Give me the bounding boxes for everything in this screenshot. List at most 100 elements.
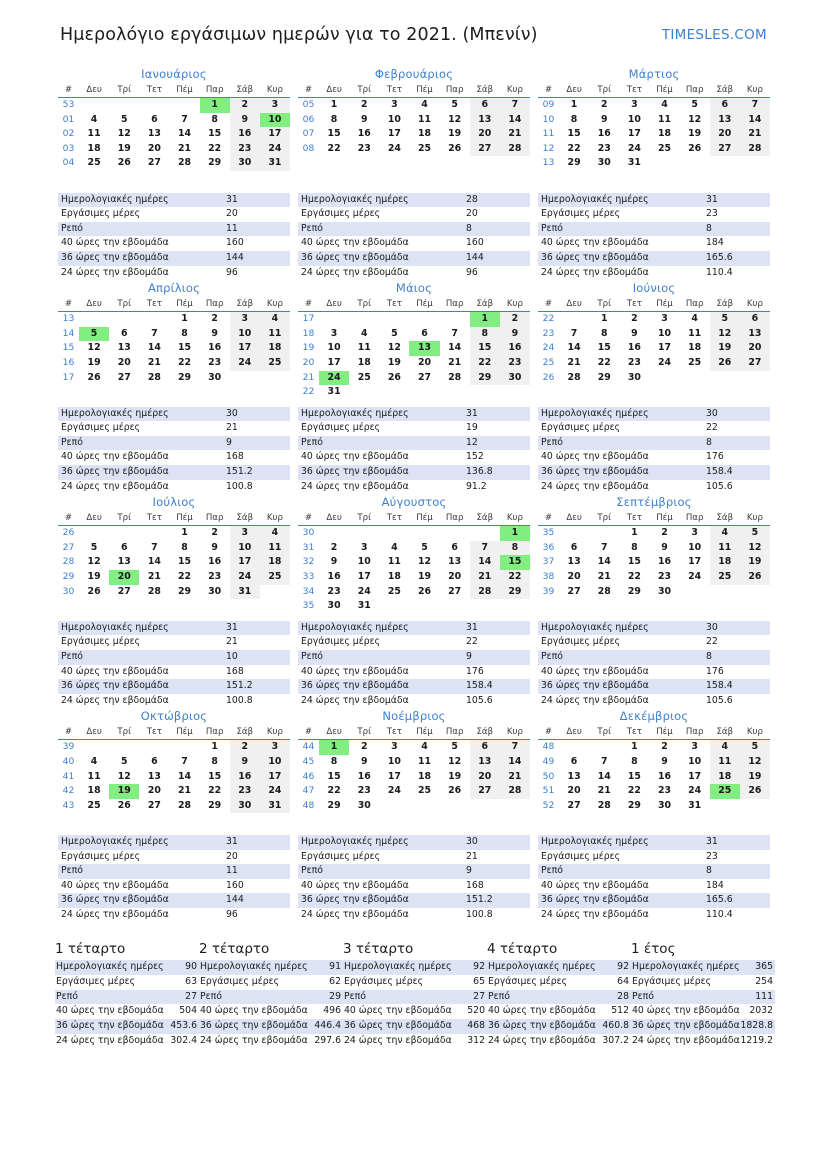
calendar-day-cell[interactable]: 30	[327, 600, 341, 612]
calendar-day-cell[interactable]: 8	[211, 113, 218, 125]
calendar-day-cell[interactable]: 27	[567, 799, 581, 811]
calendar-day-cell[interactable]: 26	[87, 371, 101, 383]
calendar-day-cell[interactable]: 5	[421, 541, 428, 553]
calendar-day-cell[interactable]: 13	[739, 326, 770, 342]
calendar-day-cell[interactable]: 31	[229, 584, 260, 600]
calendar-day-cell[interactable]: 1	[181, 313, 188, 325]
calendar-day-cell[interactable]: 3	[360, 541, 368, 553]
calendar-day-cell[interactable]: 2	[499, 311, 530, 327]
calendar-day-cell[interactable]: 16	[657, 556, 672, 568]
calendar-day-cell[interactable]: 25	[387, 585, 401, 597]
calendar-day-cell[interactable]: 24	[627, 142, 641, 154]
calendar-day-cell[interactable]: 12	[87, 556, 101, 568]
calendar-day-cell[interactable]: 9	[229, 112, 260, 128]
calendar-day-cell[interactable]: 25	[87, 799, 101, 811]
calendar-day-cell[interactable]: 24	[259, 141, 290, 157]
calendar-day-cell[interactable]: 25	[87, 157, 101, 169]
calendar-day-cell[interactable]: 20	[469, 127, 500, 142]
calendar-day-cell[interactable]: 9	[360, 755, 368, 767]
calendar-day-cell[interactable]: 30	[657, 799, 672, 811]
calendar-day-cell[interactable]: 7	[469, 540, 500, 556]
calendar-day-cell[interactable]: 19	[739, 769, 770, 785]
calendar-day-cell[interactable]: 6	[709, 97, 740, 113]
calendar-day-cell[interactable]: 18	[709, 769, 740, 785]
calendar-day-cell[interactable]: 18	[417, 128, 432, 140]
calendar-day-cell[interactable]: 6	[151, 755, 158, 767]
calendar-day-cell[interactable]: 23	[357, 785, 371, 797]
calendar-day-cell[interactable]: 1	[199, 97, 230, 113]
calendar-day-cell[interactable]: 21	[739, 127, 770, 142]
calendar-day-cell[interactable]: 22	[327, 785, 341, 797]
calendar-day-cell[interactable]: 20	[147, 142, 161, 154]
calendar-day-cell[interactable]: 27	[448, 585, 462, 597]
calendar-day-cell[interactable]: 9	[631, 327, 638, 339]
calendar-day-cell[interactable]: 19	[688, 128, 702, 140]
calendar-day-cell[interactable]: 10	[259, 754, 290, 770]
calendar-day-cell[interactable]: 7	[600, 541, 608, 553]
calendar-day-cell[interactable]: 8	[570, 113, 578, 125]
calendar-day-cell[interactable]: 12	[709, 326, 740, 342]
calendar-day-cell[interactable]: 4	[691, 313, 698, 325]
calendar-day-cell[interactable]: 8	[211, 755, 218, 767]
calendar-day-cell[interactable]: 4	[661, 99, 668, 110]
calendar-day-cell[interactable]: 8	[499, 540, 530, 556]
calendar-day-cell[interactable]: 22	[208, 785, 222, 797]
calendar-day-cell[interactable]: 20	[709, 127, 740, 142]
calendar-day-cell[interactable]: 29	[627, 585, 641, 597]
calendar-day-cell[interactable]: 28	[469, 584, 500, 600]
calendar-day-cell[interactable]: 21	[597, 571, 611, 583]
calendar-day-cell[interactable]: 2	[330, 541, 338, 553]
calendar-day-cell[interactable]: 2	[661, 741, 668, 753]
calendar-day-cell[interactable]: 17	[357, 571, 371, 583]
calendar-day-cell[interactable]: 26	[87, 585, 101, 597]
calendar-day-cell[interactable]: 16	[208, 342, 222, 354]
calendar-day-cell[interactable]: 4	[709, 739, 740, 755]
calendar-day-cell[interactable]: 19	[709, 341, 740, 356]
calendar-day-cell[interactable]: 1	[319, 739, 350, 755]
calendar-day-cell[interactable]: 5	[120, 113, 128, 125]
calendar-day-cell[interactable]: 15	[567, 128, 581, 140]
calendar-day-cell[interactable]: 2	[661, 527, 668, 539]
calendar-day-cell[interactable]: 23	[229, 141, 260, 157]
calendar-day-cell[interactable]: 15	[627, 556, 641, 568]
calendar-day-cell[interactable]: 5	[391, 327, 398, 339]
calendar-day-cell[interactable]: 2	[600, 99, 608, 110]
calendar-day-cell[interactable]: 16	[327, 571, 341, 583]
calendar-day-cell[interactable]: 29	[177, 371, 192, 383]
calendar-day-cell[interactable]: 9	[360, 113, 368, 125]
calendar-day-cell[interactable]: 11	[709, 540, 740, 556]
calendar-day-cell[interactable]: 28	[177, 157, 192, 169]
calendar-day-cell[interactable]: 27	[709, 141, 740, 157]
calendar-day-cell[interactable]: 17	[688, 556, 702, 568]
calendar-day-cell[interactable]: 9	[211, 541, 218, 553]
calendar-day-cell[interactable]: 22	[327, 142, 341, 154]
calendar-day-cell[interactable]: 1	[631, 741, 638, 753]
calendar-day-cell[interactable]: 28	[567, 371, 581, 383]
calendar-day-cell[interactable]: 15	[469, 341, 500, 356]
calendar-day-cell[interactable]: 13	[567, 770, 581, 782]
calendar-day-cell[interactable]: 11	[688, 327, 702, 339]
calendar-day-cell[interactable]: 7	[181, 755, 188, 767]
calendar-day-cell[interactable]: 28	[448, 371, 462, 383]
calendar-day-cell[interactable]: 3	[391, 99, 398, 110]
calendar-day-cell[interactable]: 29	[627, 799, 641, 811]
calendar-day-cell[interactable]: 17	[259, 127, 290, 142]
calendar-day-cell[interactable]: 29	[597, 371, 611, 383]
calendar-day-cell[interactable]: 1	[631, 527, 638, 539]
calendar-day-cell[interactable]: 26	[117, 799, 131, 811]
calendar-day-cell[interactable]: 1	[600, 313, 608, 325]
calendar-day-cell[interactable]: 17	[387, 770, 401, 782]
calendar-day-cell[interactable]: 8	[600, 327, 608, 339]
calendar-day-cell[interactable]: 10	[657, 327, 672, 339]
calendar-day-cell[interactable]: 7	[499, 97, 530, 113]
calendar-day-cell[interactable]: 4	[90, 113, 98, 125]
calendar-day-cell[interactable]: 31	[327, 386, 341, 398]
calendar-day-cell[interactable]: 12	[448, 113, 462, 125]
calendar-day-cell[interactable]: 1	[211, 741, 218, 753]
calendar-day-cell[interactable]: 12	[117, 770, 131, 782]
calendar-day-cell[interactable]: 7	[451, 327, 458, 339]
calendar-day-cell[interactable]: 20	[417, 356, 432, 368]
calendar-day-cell[interactable]: 3	[631, 99, 638, 110]
calendar-day-cell[interactable]: 15	[177, 342, 192, 354]
calendar-day-cell[interactable]: 24	[319, 370, 350, 386]
